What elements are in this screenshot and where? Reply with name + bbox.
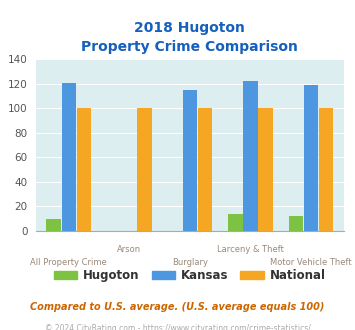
Bar: [198, 109, 212, 231]
Bar: [137, 109, 152, 231]
Title: 2018 Hugoton
Property Crime Comparison: 2018 Hugoton Property Crime Comparison: [82, 20, 298, 54]
Bar: [183, 90, 197, 231]
Text: Larceny & Theft: Larceny & Theft: [217, 245, 284, 254]
Text: Arson: Arson: [117, 245, 141, 254]
Bar: [243, 82, 258, 231]
Text: Motor Vehicle Theft: Motor Vehicle Theft: [270, 258, 352, 267]
Bar: [77, 109, 91, 231]
Text: All Property Crime: All Property Crime: [31, 258, 107, 267]
Legend: Hugoton, Kansas, National: Hugoton, Kansas, National: [49, 264, 331, 287]
Bar: [258, 109, 273, 231]
Text: Compared to U.S. average. (U.S. average equals 100): Compared to U.S. average. (U.S. average …: [30, 302, 325, 312]
Bar: [289, 216, 303, 231]
Text: Burglary: Burglary: [172, 258, 208, 267]
Bar: [228, 214, 242, 231]
Bar: [304, 85, 318, 231]
Bar: [61, 83, 76, 231]
Bar: [319, 109, 333, 231]
Bar: [47, 219, 61, 231]
Text: © 2024 CityRating.com - https://www.cityrating.com/crime-statistics/: © 2024 CityRating.com - https://www.city…: [45, 324, 310, 330]
